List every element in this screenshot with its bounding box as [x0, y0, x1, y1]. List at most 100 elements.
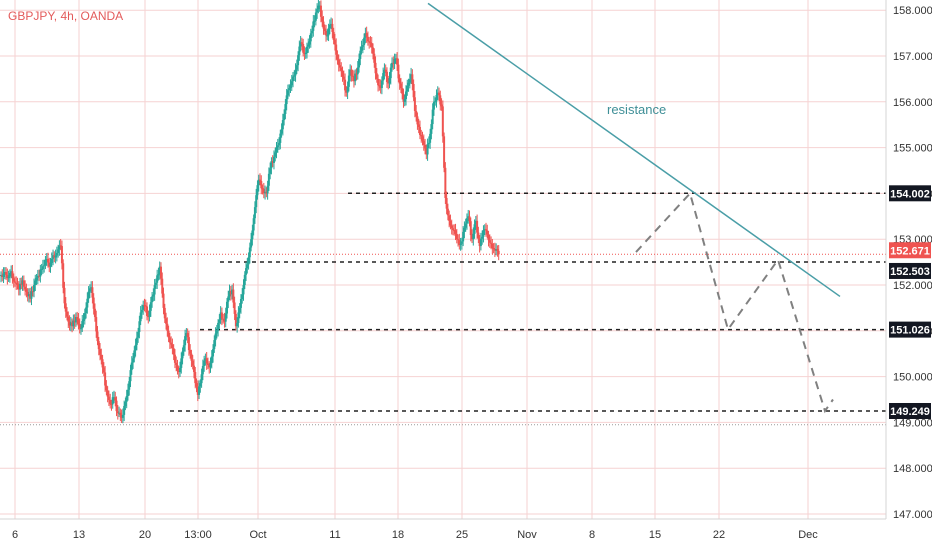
candle-body	[467, 216, 470, 219]
candle-body	[380, 80, 383, 89]
candle-body	[231, 289, 234, 295]
y-tick-label: 149.000	[893, 417, 932, 429]
candle-body	[256, 185, 259, 196]
candle-body	[427, 142, 430, 145]
candle-body	[405, 91, 408, 100]
candle-body	[472, 233, 475, 240]
candle-body	[359, 50, 362, 59]
candle-body	[385, 71, 388, 83]
candle-body	[265, 191, 268, 194]
candle-body	[209, 363, 212, 368]
candle-body	[349, 69, 352, 76]
level-tag	[889, 402, 931, 419]
candle-body	[445, 197, 448, 209]
candle-body	[361, 45, 364, 47]
candle-body	[24, 286, 27, 290]
x-tick-label: 8	[589, 529, 595, 541]
candle-body	[170, 342, 173, 345]
resistance-label: resistance	[607, 102, 666, 117]
candle-body	[286, 90, 289, 96]
candle-body	[417, 124, 420, 127]
candle-body	[90, 287, 93, 289]
candle-body	[482, 230, 485, 237]
candle-body	[253, 207, 256, 219]
candle-body	[82, 319, 85, 322]
candle-body	[260, 180, 263, 189]
candle-body	[316, 9, 319, 13]
candle-body	[239, 298, 242, 308]
candle-body	[243, 274, 246, 285]
candle-body	[161, 278, 164, 294]
candle-body	[219, 312, 222, 320]
candle-body	[205, 358, 208, 364]
candle-body	[408, 79, 411, 83]
candle-body	[228, 290, 231, 297]
candle-body	[191, 360, 194, 366]
candle-body	[486, 230, 489, 235]
candle-body	[487, 234, 490, 241]
candle-body	[481, 236, 484, 239]
candle-body	[74, 317, 77, 323]
candle-body	[308, 41, 311, 45]
candle-body	[344, 79, 347, 91]
candle-body	[342, 76, 345, 80]
candle-body	[303, 52, 306, 54]
candle-body	[46, 259, 49, 263]
candle-body	[158, 266, 161, 275]
candle-body	[314, 12, 317, 21]
candle-body	[53, 255, 56, 258]
candle-body	[275, 147, 278, 153]
candle-body	[403, 99, 406, 102]
projection-polyline[interactable]	[635, 191, 834, 414]
x-tick-label: 11	[329, 529, 340, 541]
candle-body	[246, 264, 249, 269]
candle-body	[87, 291, 90, 299]
x-tick-label: 22	[713, 529, 725, 541]
candle-body	[429, 133, 432, 143]
candle-body	[129, 370, 132, 382]
candle-body	[67, 316, 70, 322]
candle-body	[451, 228, 454, 231]
candle-body	[398, 78, 401, 84]
candle-body	[62, 263, 65, 288]
candle-body	[350, 69, 353, 76]
candle-body	[370, 43, 373, 48]
candle-body	[54, 255, 57, 258]
candle-body	[375, 73, 378, 79]
candle-body	[330, 23, 333, 25]
candle-body	[355, 73, 358, 75]
resistance-line[interactable]	[427, 2, 841, 298]
candle-body	[351, 75, 354, 77]
candle-body	[167, 330, 170, 338]
last-price-tag	[889, 242, 931, 259]
candle-body	[468, 216, 471, 222]
x-tick-label: Oct	[249, 529, 266, 541]
candle-body	[458, 240, 461, 245]
candle-body	[284, 104, 287, 114]
candle-body	[469, 221, 472, 236]
candle-body	[281, 120, 284, 130]
candle-body	[393, 58, 396, 64]
candle-body	[157, 274, 160, 276]
candle-body	[377, 78, 380, 86]
candle-body	[280, 129, 283, 134]
y-tick-label: 147.000	[893, 509, 932, 521]
candle-body	[76, 317, 79, 320]
candle-body	[337, 59, 340, 66]
candle-body	[424, 144, 427, 149]
time-axis[interactable]: 6 13 20 13:00 Oct 11 18 25 Nov 8 15 22 Dec	[12, 529, 818, 541]
candle-body	[245, 268, 248, 275]
candle-body	[154, 282, 157, 286]
candle-body	[132, 358, 135, 363]
candle-body	[5, 271, 8, 275]
candle-body	[134, 344, 137, 351]
candle-body	[173, 354, 176, 363]
x-tick-label: 13	[73, 529, 85, 541]
candle-body	[497, 250, 500, 255]
level-tag	[889, 262, 931, 279]
price-tags: 154.002 152.503 151.026 149.249 152.671	[889, 185, 931, 419]
candle-body	[399, 83, 402, 89]
candle-body	[215, 330, 218, 334]
candle-body	[190, 353, 193, 361]
